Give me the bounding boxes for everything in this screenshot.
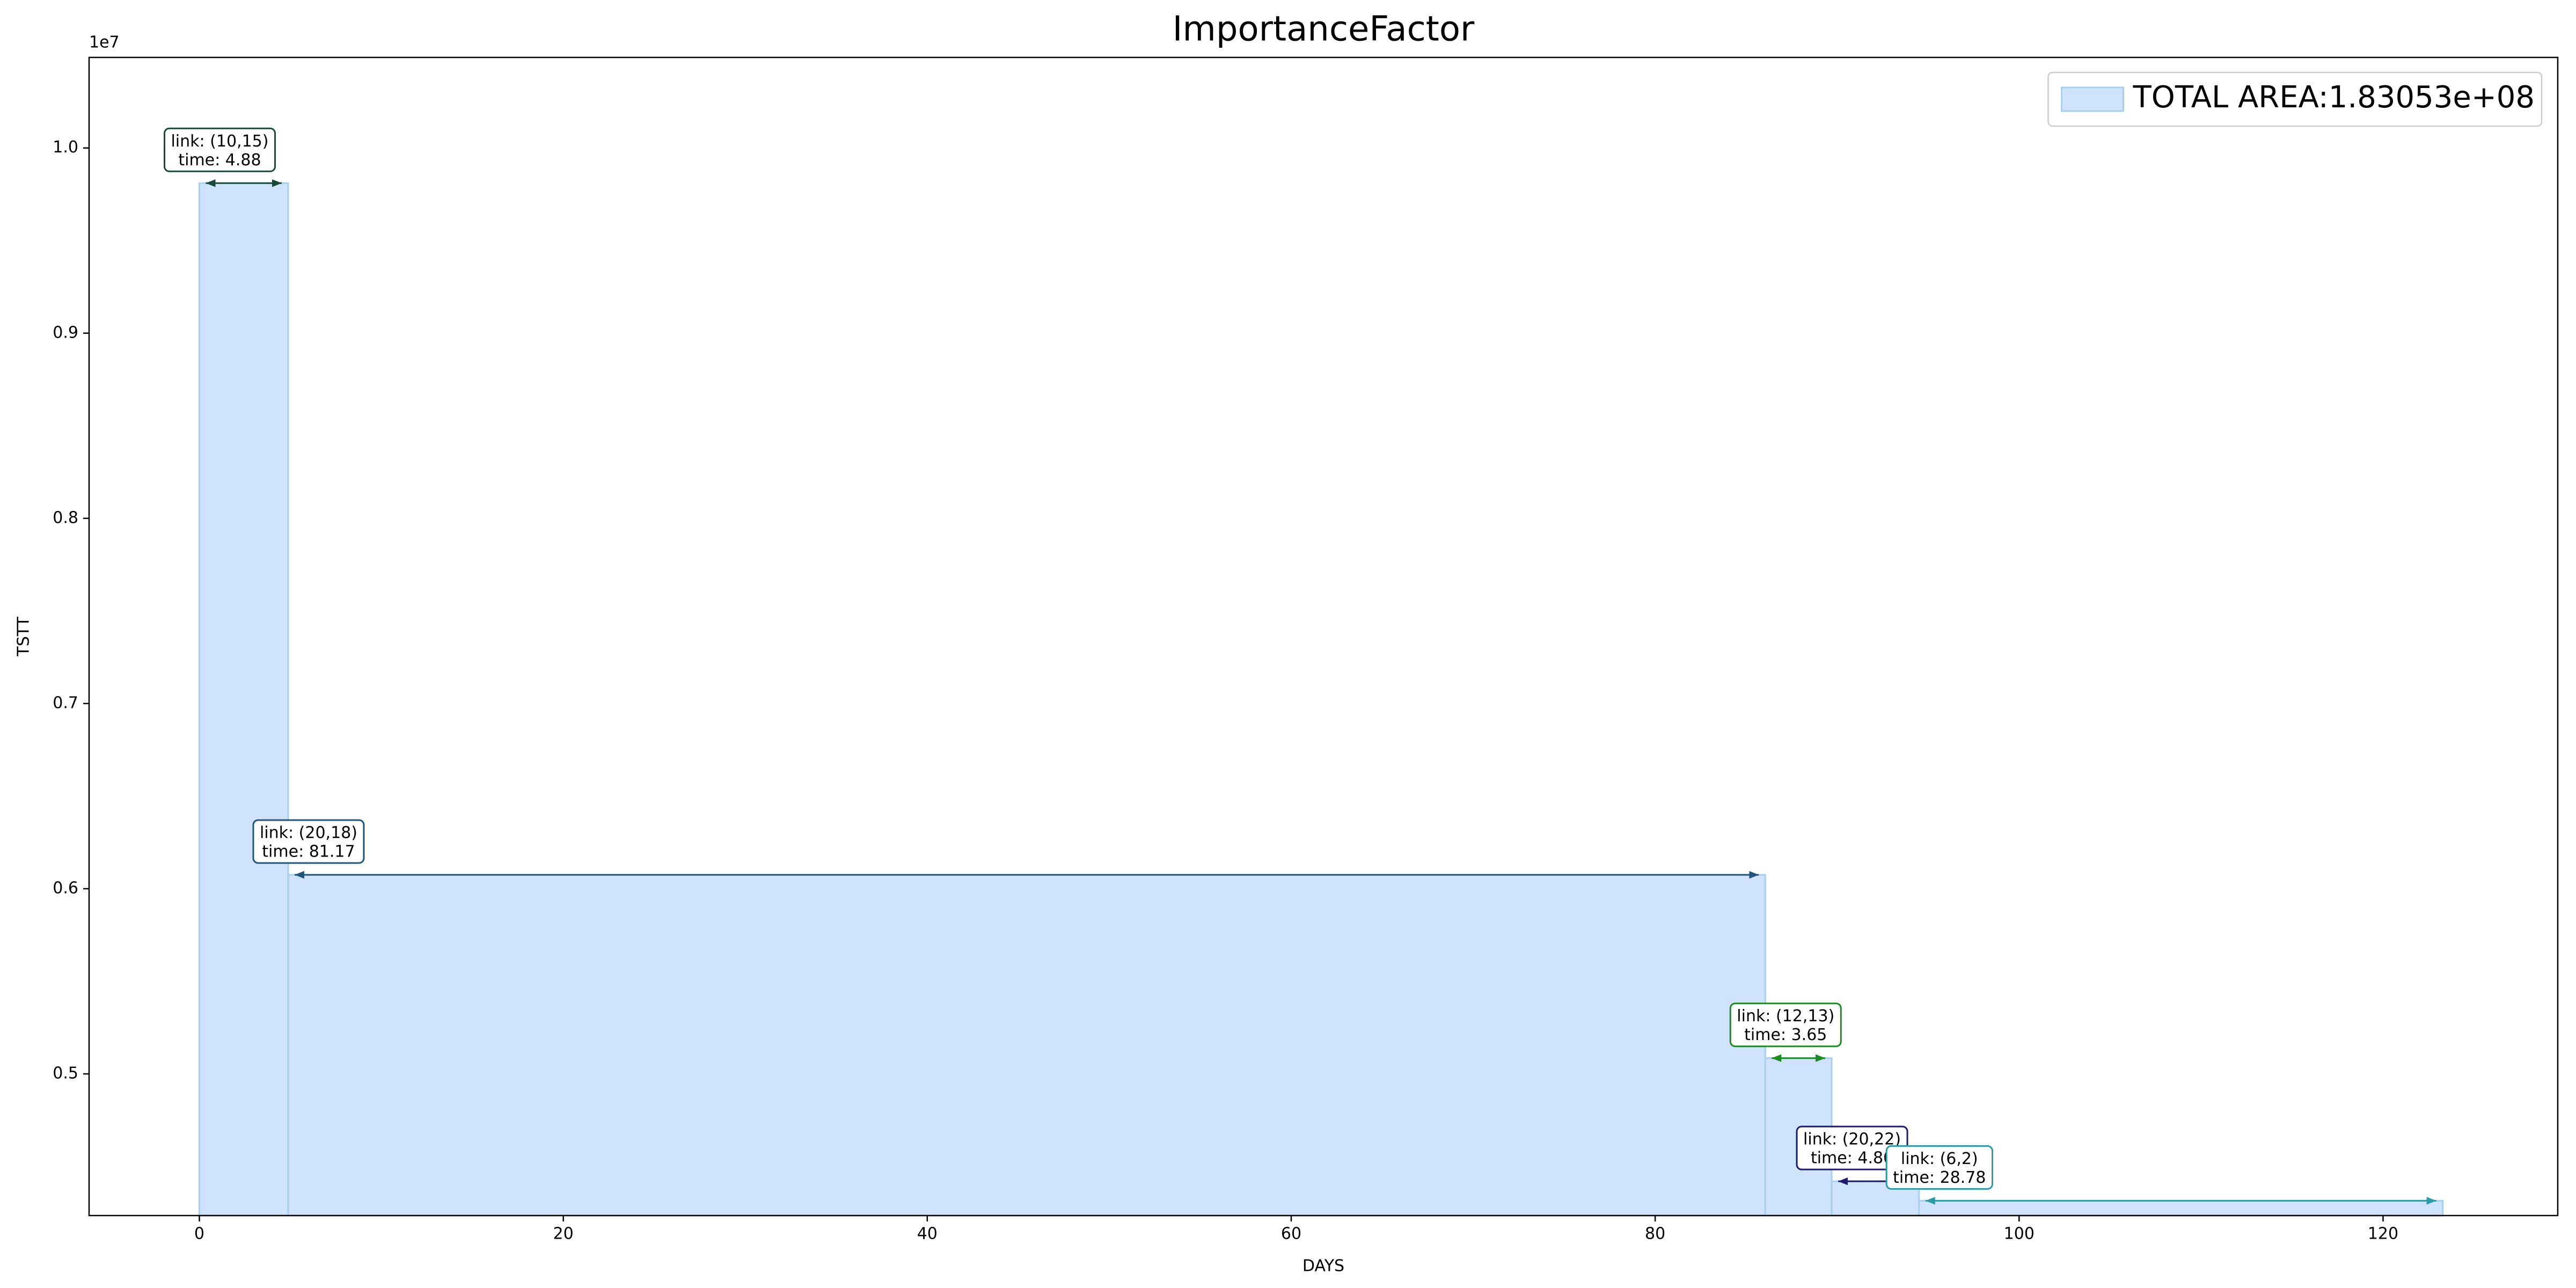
x-tick-label: 80 xyxy=(1645,1225,1665,1243)
y-tick-label: 0.7 xyxy=(53,693,78,712)
legend-swatch xyxy=(2061,86,2125,112)
annotation: link: (6,2)time: 28.78 xyxy=(1885,1145,1993,1190)
annotation-box xyxy=(252,819,365,864)
x-tick-label: 100 xyxy=(2004,1225,2035,1243)
x-tick-label: 60 xyxy=(1281,1225,1301,1243)
annotation-link: link: (20,18) xyxy=(260,824,357,843)
annotation: link: (20,18)time: 81.17 xyxy=(252,819,365,864)
annotation-box xyxy=(1885,1145,1993,1190)
y-tick-label: 0.9 xyxy=(53,323,78,342)
y-tick-label: 0.5 xyxy=(53,1064,78,1083)
annotation-link: link: (10,15) xyxy=(171,132,268,151)
annotation-time: time: 4.80 xyxy=(1811,1149,1893,1168)
annotation-link: link: (12,13) xyxy=(1737,1007,1834,1026)
y-tick-label: 1.0 xyxy=(53,138,78,157)
annotation-time: time: 81.17 xyxy=(262,843,355,861)
legend-label: TOTAL AREA:1.83053e+08 xyxy=(2133,80,2535,115)
plot-frame xyxy=(88,56,2559,1217)
legend-box xyxy=(2047,71,2543,127)
annotation-time: time: 28.78 xyxy=(1893,1168,1986,1187)
annotation: link: (12,13)time: 3.65 xyxy=(1729,1002,1842,1048)
x-axis-label: DAYS xyxy=(1302,1257,1344,1276)
annotation-box xyxy=(1729,1002,1842,1048)
annotation: link: (20,22)time: 4.80 xyxy=(1796,1125,1908,1170)
y-offset-label: 1e7 xyxy=(89,33,120,52)
y-tick-label: 0.8 xyxy=(53,508,78,527)
annotation-time: time: 4.88 xyxy=(178,151,261,170)
y-tick-label: 0.6 xyxy=(53,879,78,897)
x-tick-label: 0 xyxy=(194,1225,204,1243)
step-area xyxy=(1918,1199,2444,1217)
annotation-link: link: (6,2) xyxy=(1901,1150,1978,1168)
y-axis-label: TSTT xyxy=(14,617,33,657)
x-tick-label: 120 xyxy=(2368,1225,2398,1243)
annotation-box xyxy=(163,127,276,172)
x-tick-label: 40 xyxy=(917,1225,938,1243)
x-tick-label: 20 xyxy=(553,1225,574,1243)
step-area xyxy=(198,182,289,1217)
annotation: link: (10,15)time: 4.88 xyxy=(163,127,276,172)
step-area xyxy=(287,874,1766,1217)
chart-title: ImportanceFactor xyxy=(1173,10,1475,49)
annotation-time: time: 3.65 xyxy=(1744,1026,1827,1044)
annotation-link: link: (20,22) xyxy=(1803,1130,1901,1149)
legend: TOTAL AREA:1.83053e+08 xyxy=(2047,71,2543,127)
